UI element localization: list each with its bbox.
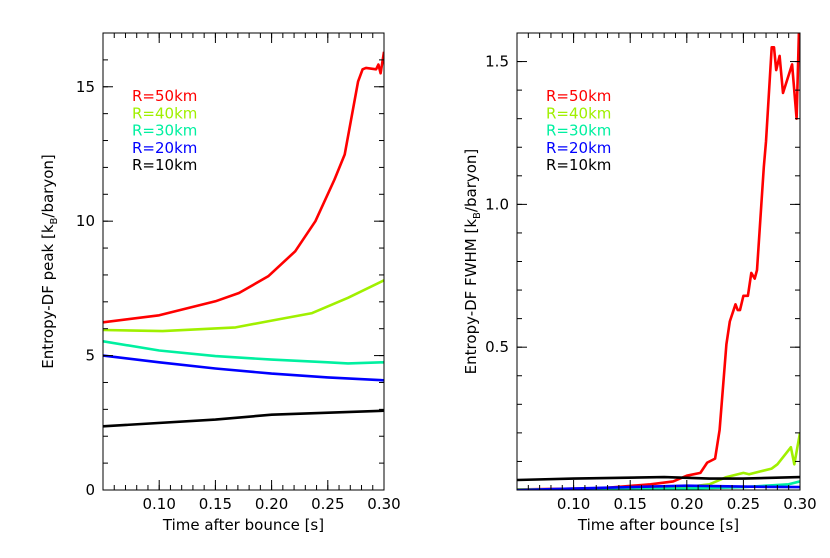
- x-axis-label: Time after bounce [s]: [577, 516, 739, 534]
- series-line-r=10km: [103, 409, 384, 428]
- x-axis-label: Time after bounce [s]: [162, 516, 324, 534]
- x-tick-label: 0.15: [613, 495, 646, 513]
- legend-entry: R=10km: [132, 156, 197, 174]
- y-tick-label: 1.5: [485, 53, 509, 71]
- series-line-r=40km: [517, 432, 800, 490]
- series-line-r=20km: [517, 484, 800, 490]
- legend-entry: R=50km: [546, 87, 611, 105]
- x-tick-label: 0.20: [255, 495, 288, 513]
- legend-entry: R=40km: [132, 104, 197, 122]
- x-tick-label: 0.25: [311, 495, 344, 513]
- y-label-subscript: B: [49, 217, 60, 224]
- y-label-text: /baryon]: [462, 149, 480, 212]
- plot-frame: [102, 32, 385, 491]
- y-tick-label: 0.5: [485, 338, 509, 356]
- legend-entry: R=30km: [546, 122, 611, 140]
- y-tick-label: 15: [76, 78, 95, 96]
- legend-entry: R=20km: [132, 139, 197, 157]
- series-line-r=40km: [103, 279, 384, 333]
- y-label-text: Entropy-DF FWHM [k: [462, 219, 480, 375]
- y-tick-label: 1.0: [485, 195, 509, 213]
- y-label-subscript: B: [472, 212, 483, 219]
- x-tick-label: 0.30: [783, 495, 816, 513]
- y-axis-label: Entropy-DF FWHM [kB/baryon]: [462, 149, 483, 375]
- legend-entry: R=10km: [546, 156, 611, 174]
- series-line-r=30km: [103, 340, 384, 365]
- x-tick-label: 0.15: [199, 495, 232, 513]
- y-tick-label: 5: [85, 347, 95, 365]
- panel-2: 0.10 0.15 0.20 0.25 0.30 0.5 1.0 1.5 Time after …: [462, 32, 817, 534]
- series-line-r=50km: [103, 51, 384, 324]
- series-line-r=10km: [517, 475, 800, 482]
- x-tick-label: 0.10: [142, 495, 175, 513]
- x-tick-label: 0.25: [727, 495, 760, 513]
- series-line-r=20km: [103, 354, 384, 382]
- x-tick-label: 0.30: [367, 495, 400, 513]
- series-line-r=50km: [517, 33, 800, 490]
- y-tick-label: 10: [76, 212, 95, 230]
- y-tick-label: 0: [85, 481, 95, 499]
- legend-entry: R=50km: [132, 87, 197, 105]
- x-tick-label: 0.10: [557, 495, 590, 513]
- y-label-text: /baryon]: [39, 154, 57, 217]
- y-label-text: Entropy-DF peak [k: [39, 224, 57, 369]
- legend-entry: R=40km: [546, 104, 611, 122]
- legend-entry: R=30km: [132, 122, 197, 140]
- y-axis-label: Entropy-DF peak [kB/baryon]: [39, 154, 60, 369]
- legend-entry: R=20km: [546, 139, 611, 157]
- x-tick-label: 0.20: [670, 495, 703, 513]
- panel-1: 0.10 0.15 0.20 0.25 0.30 0 5 10 15 Time after bou…: [39, 32, 401, 534]
